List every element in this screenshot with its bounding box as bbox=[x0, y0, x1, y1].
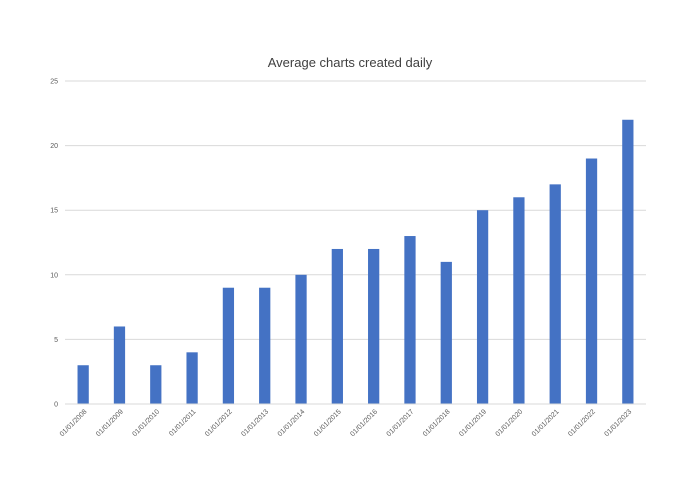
bar bbox=[222, 287, 235, 404]
x-axis-ticks: 01/01/2008 01/01/2009 01/01/2010 01/01/2011… bbox=[59, 408, 633, 438]
bar bbox=[259, 287, 271, 404]
bar bbox=[404, 236, 416, 404]
y-tick-label: 15 bbox=[50, 208, 58, 215]
y-tick-label: 0 bbox=[54, 402, 58, 409]
x-tick-label: 01/01/2013 bbox=[240, 408, 270, 438]
bar bbox=[440, 261, 452, 404]
bar bbox=[113, 326, 126, 404]
chart-title: Average charts created daily bbox=[268, 55, 433, 70]
x-tick-label: 01/01/2017 bbox=[386, 408, 416, 438]
bars bbox=[77, 119, 634, 404]
bar bbox=[295, 274, 307, 404]
bar bbox=[331, 248, 343, 404]
bar bbox=[622, 119, 634, 404]
x-tick-label: 01/01/2011 bbox=[168, 408, 197, 437]
x-tick-label: 01/01/2010 bbox=[131, 408, 161, 438]
bar bbox=[150, 365, 162, 404]
x-tick-label: 01/01/2016 bbox=[349, 408, 379, 438]
x-tick-label: 01/01/2012 bbox=[204, 408, 234, 438]
x-tick-label: 01/01/2021 bbox=[531, 408, 561, 438]
x-tick-label: 01/01/2015 bbox=[313, 408, 343, 438]
gridlines bbox=[65, 80, 646, 340]
bar bbox=[549, 184, 561, 404]
x-tick-label: 01/01/2020 bbox=[495, 408, 525, 438]
x-tick-label: 01/01/2023 bbox=[604, 408, 634, 438]
x-tick-label: 01/01/2009 bbox=[95, 408, 125, 438]
y-tick-label: 10 bbox=[50, 272, 58, 279]
x-tick-label: 01/01/2019 bbox=[458, 408, 488, 438]
x-tick-label: 01/01/2014 bbox=[277, 408, 307, 438]
y-axis-ticks: 0 5 10 15 20 25 bbox=[50, 79, 58, 409]
bar bbox=[368, 248, 380, 404]
x-tick-label: 01/01/2008 bbox=[59, 408, 89, 438]
x-tick-label: 01/01/2018 bbox=[422, 408, 452, 438]
x-tick-label: 01/01/2022 bbox=[567, 408, 597, 438]
y-tick-label: 25 bbox=[50, 79, 58, 86]
y-tick-label: 20 bbox=[50, 143, 58, 150]
bar bbox=[186, 352, 198, 404]
bar bbox=[513, 197, 525, 404]
bar bbox=[77, 365, 89, 404]
bar bbox=[476, 210, 489, 404]
bar bbox=[585, 158, 598, 404]
y-tick-label: 5 bbox=[54, 337, 58, 344]
